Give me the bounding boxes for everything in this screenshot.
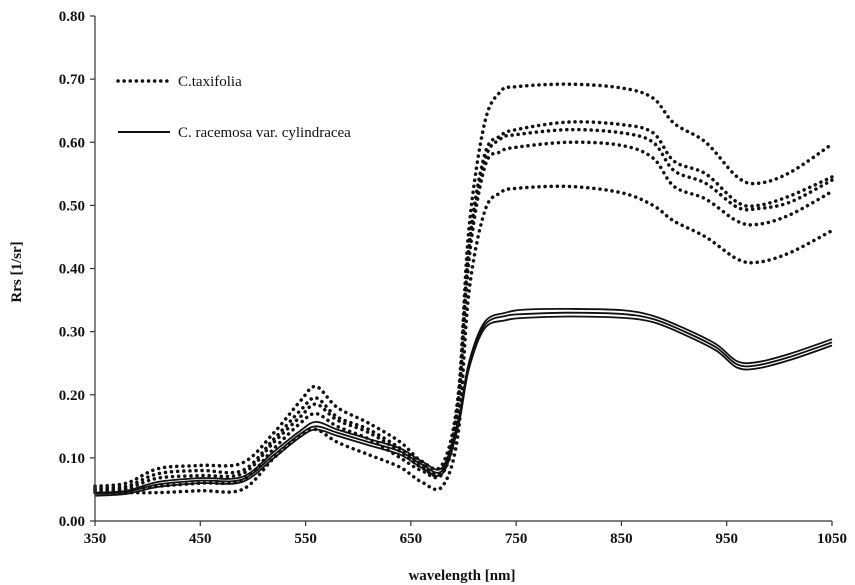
y-tick-label: 0.20 xyxy=(59,388,85,404)
x-tick-label: 350 xyxy=(84,531,107,547)
y-tick-label: 0.10 xyxy=(59,451,85,467)
x-tick-label: 850 xyxy=(610,531,633,547)
series-line-taxifolia-3 xyxy=(93,140,834,493)
y-axis-title: Rrs [1/sr] xyxy=(9,241,25,302)
x-axis-title: wavelength [nm] xyxy=(408,568,515,584)
y-tick-label: 0.70 xyxy=(59,72,85,88)
x-tick-label: 1050 xyxy=(817,531,847,547)
x-tick-label: 550 xyxy=(294,531,317,547)
series-line-taxifolia-1 xyxy=(93,120,834,490)
y-tick-label: 0.00 xyxy=(59,514,85,530)
series-line-taxifolia-4 xyxy=(93,184,834,495)
x-tick-label: 750 xyxy=(505,531,528,547)
x-tick-label: 650 xyxy=(400,531,423,547)
y-tick-label: 0.80 xyxy=(59,9,85,25)
legend-label-racemosa: C. racemosa var. cylindracea xyxy=(178,125,351,141)
legend: C.taxifolia C. racemosa var. cylindracea xyxy=(116,74,351,141)
x-tick-label: 450 xyxy=(189,531,212,547)
y-tick-label: 0.50 xyxy=(59,198,85,214)
axes-layer: 0.00 0.10 0.20 0.30 0.40 0.50 0.60 0.70 0.80 350 4… xyxy=(59,9,847,547)
y-tick-label: 0.30 xyxy=(59,325,85,341)
series-line-racemosa-7 xyxy=(94,315,833,497)
x-tick-label: 950 xyxy=(715,531,738,547)
legend-label-taxifolia: C.taxifolia xyxy=(178,74,242,90)
series-line-taxifolia-0 xyxy=(93,82,834,489)
y-tick-label: 0.40 xyxy=(59,262,85,278)
series-layer xyxy=(93,82,834,497)
y-tick-label: 0.60 xyxy=(59,135,85,151)
